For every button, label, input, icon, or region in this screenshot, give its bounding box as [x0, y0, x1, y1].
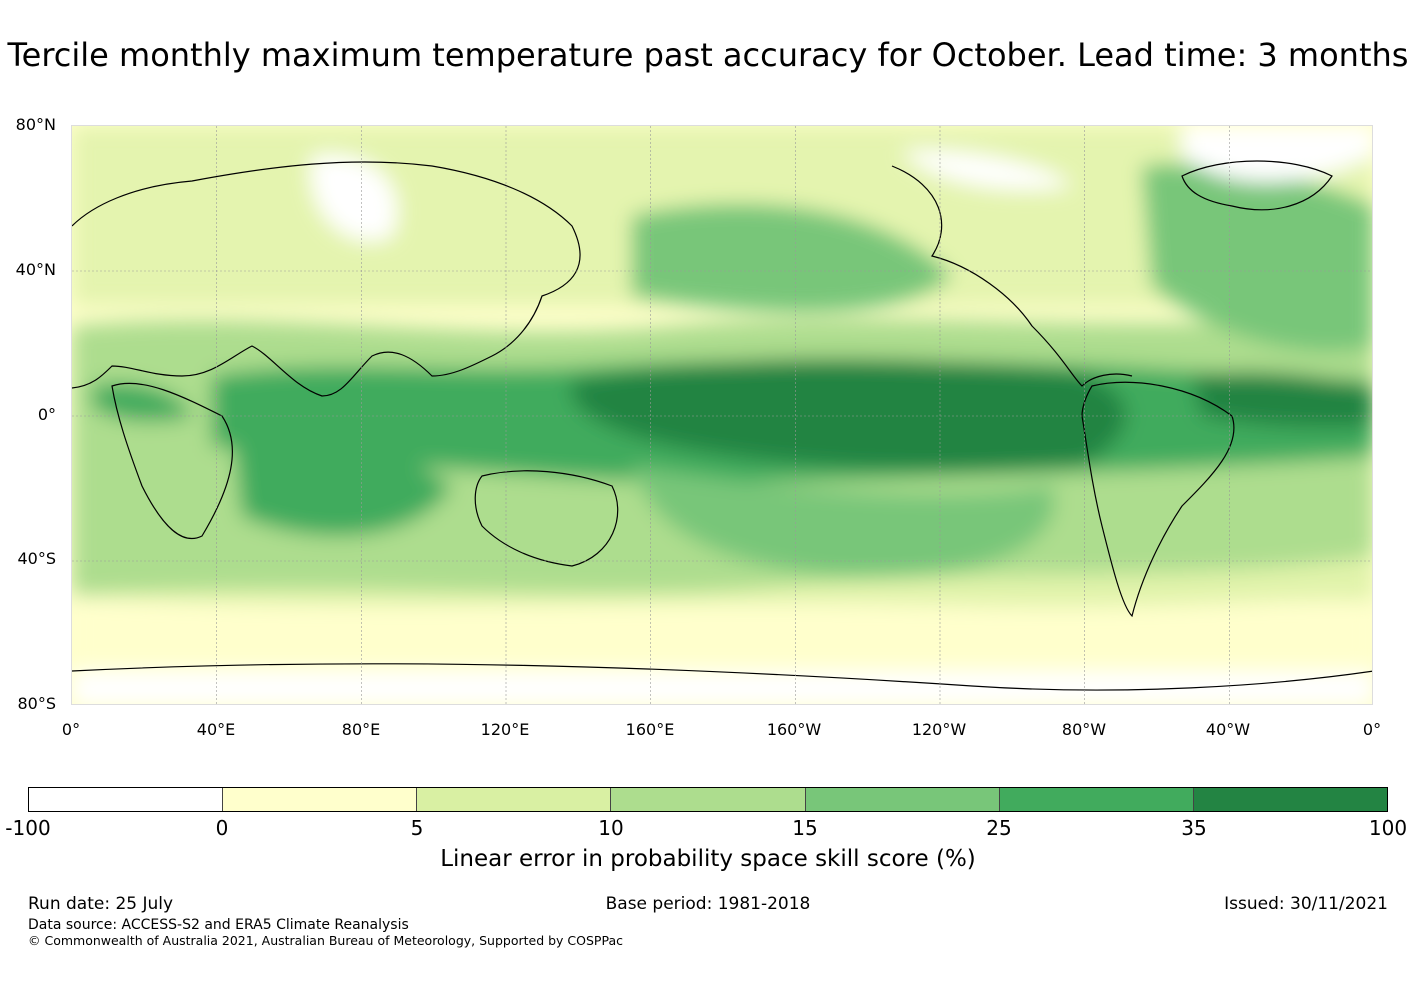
colorbar-tick: 15: [792, 816, 818, 840]
colorbar-tick: 100: [1368, 816, 1408, 840]
base-period: Base period: 1981-2018: [605, 894, 811, 914]
graticule: [72, 126, 1372, 704]
colorbar-segment-4: [611, 788, 806, 811]
colorbar-tick: 5: [410, 816, 424, 840]
data-source: Data source: ACCESS-S2 and ERA5 Climate …: [28, 917, 409, 933]
skill-score-map: [71, 125, 1373, 705]
lat-label-40n: 40°N: [15, 260, 56, 279]
lon-label-0-east: 0°: [1362, 720, 1382, 739]
lat-label-40s: 40°S: [17, 549, 56, 568]
lon-label-0: 0°: [61, 720, 81, 739]
lon-label-40e: 40°E: [196, 720, 236, 739]
colorbar-tick: 25: [986, 816, 1012, 840]
colorbar-tick: 10: [598, 816, 624, 840]
lon-label-80w: 80°W: [1061, 720, 1107, 739]
colorbar-tick: 35: [1181, 816, 1207, 840]
colorbar-label: Linear error in probability space skill …: [440, 846, 976, 872]
lon-label-80e: 80°E: [341, 720, 381, 739]
lat-label-80s: 80°S: [17, 694, 56, 713]
lat-label-80n: 80°N: [15, 115, 56, 134]
lon-label-160w: 160°W: [766, 720, 822, 739]
issued-date: Issued: 30/11/2021: [1224, 894, 1388, 914]
colorbar: [28, 787, 1388, 812]
map-title: Tercile monthly maximum temperature past…: [7, 36, 1409, 74]
colorbar-segment-6: [999, 788, 1194, 811]
lon-label-160e: 160°E: [625, 720, 675, 739]
coastlines: [72, 160, 1372, 691]
map-canvas: [72, 126, 1372, 704]
lon-label-40w: 40°W: [1205, 720, 1251, 739]
lat-label-0: 0°: [37, 405, 56, 424]
colorbar-segment-2: [223, 788, 418, 811]
colorbar-segment-5: [805, 788, 1000, 811]
lon-label-120w: 120°W: [911, 720, 967, 739]
skill-field: [72, 126, 1372, 704]
colorbar-segment-1: [29, 788, 224, 811]
colorbar-tick: 0: [215, 816, 229, 840]
run-date: Run date: 25 July: [28, 894, 174, 914]
colorbar-tick: -100: [5, 816, 51, 840]
lon-label-120e: 120°E: [480, 720, 530, 739]
copyright: © Commonwealth of Australia 2021, Austra…: [28, 933, 623, 948]
colorbar-segment-7: [1193, 788, 1387, 811]
colorbar-segment-3: [417, 788, 612, 811]
